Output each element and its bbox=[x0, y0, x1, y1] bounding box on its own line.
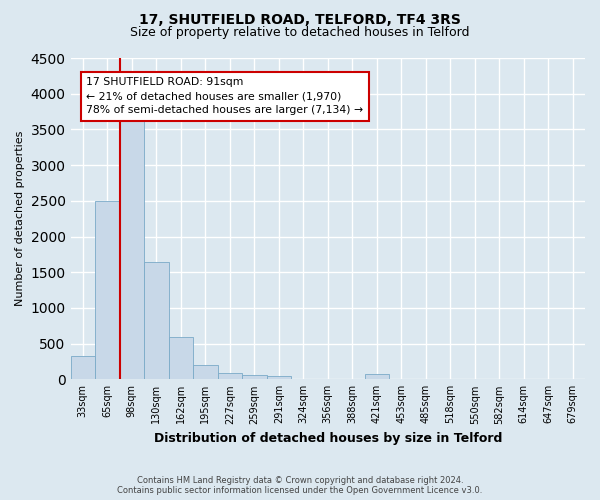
Bar bbox=[266, 376, 291, 380]
X-axis label: Distribution of detached houses by size in Telford: Distribution of detached houses by size … bbox=[154, 432, 502, 445]
Bar bbox=[193, 365, 218, 380]
Bar bbox=[218, 373, 242, 380]
Bar bbox=[119, 114, 144, 380]
Bar bbox=[95, 201, 119, 380]
Bar bbox=[169, 337, 193, 380]
Text: 17, SHUTFIELD ROAD, TELFORD, TF4 3RS: 17, SHUTFIELD ROAD, TELFORD, TF4 3RS bbox=[139, 12, 461, 26]
Bar bbox=[365, 374, 389, 380]
Bar bbox=[71, 356, 95, 380]
Text: Contains HM Land Registry data © Crown copyright and database right 2024.: Contains HM Land Registry data © Crown c… bbox=[137, 476, 463, 485]
Bar bbox=[144, 262, 169, 380]
Text: Contains public sector information licensed under the Open Government Licence v3: Contains public sector information licen… bbox=[118, 486, 482, 495]
Bar bbox=[242, 376, 266, 380]
Text: Size of property relative to detached houses in Telford: Size of property relative to detached ho… bbox=[130, 26, 470, 39]
Y-axis label: Number of detached properties: Number of detached properties bbox=[15, 131, 25, 306]
Text: 17 SHUTFIELD ROAD: 91sqm
← 21% of detached houses are smaller (1,970)
78% of sem: 17 SHUTFIELD ROAD: 91sqm ← 21% of detach… bbox=[86, 78, 363, 116]
